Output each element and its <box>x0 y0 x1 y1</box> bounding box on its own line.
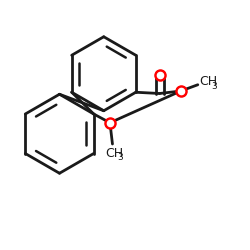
Text: CH: CH <box>105 147 123 160</box>
Text: 3: 3 <box>211 82 217 90</box>
Text: 3: 3 <box>117 153 123 162</box>
Text: CH: CH <box>199 75 217 88</box>
